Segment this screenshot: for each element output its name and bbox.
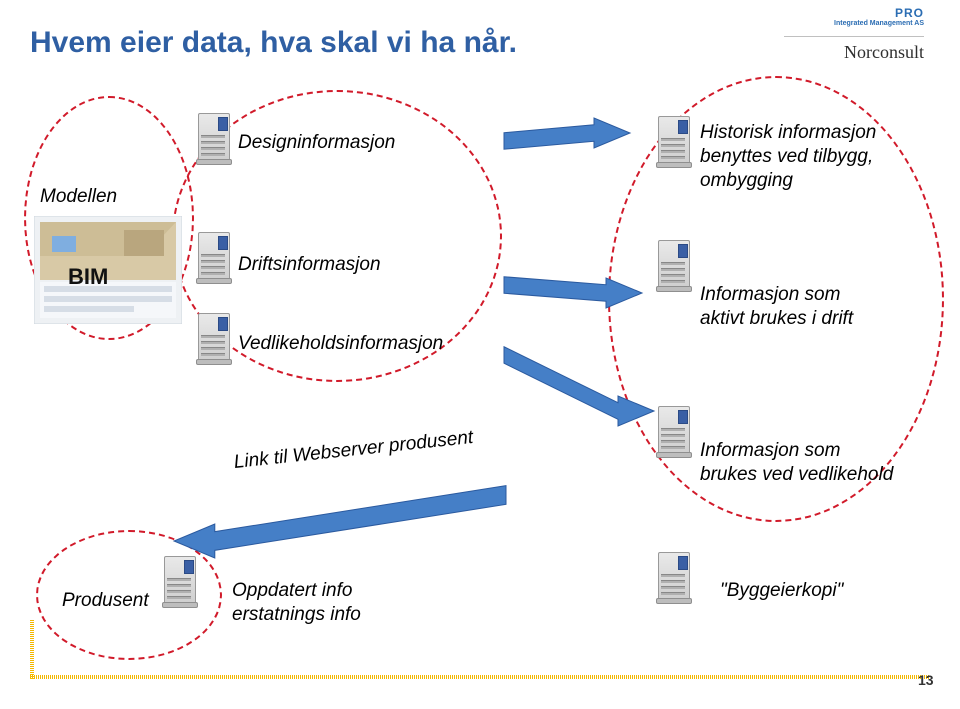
server-icon xyxy=(196,113,232,165)
label-driftsinformasjon: Driftsinformasjon xyxy=(238,254,381,277)
label-info-vedl-line2: brukes ved vedlikehold xyxy=(700,464,893,487)
label-vedlikeholdsinformasjon: Vedlikeholdsinformasjon xyxy=(238,333,443,356)
server-icon xyxy=(656,552,692,604)
label-oppdatert-line1: Oppdatert info xyxy=(232,580,352,603)
footer-stub xyxy=(30,619,34,679)
label-historisk-line1: Historisk informasjon xyxy=(700,122,876,145)
logo-separator xyxy=(784,36,924,37)
slide: PRO Integrated Management AS Norconsult … xyxy=(0,0,960,709)
arrow-right-icon xyxy=(466,88,674,194)
server-icon xyxy=(196,232,232,284)
label-modellen: Modellen xyxy=(40,186,117,209)
bim-text: BIM xyxy=(68,264,108,290)
label-info-drift-line2: aktivt brukes i drift xyxy=(700,308,853,331)
arrow-left-icon xyxy=(116,398,586,592)
page-number: 13 xyxy=(918,672,934,688)
page-title: Hvem eier data, hva skal vi ha når. xyxy=(30,26,517,60)
logo-pro-sub: Integrated Management AS xyxy=(834,20,924,27)
label-historisk-line3: ombygging xyxy=(700,170,793,193)
label-historisk-line2: benyttes ved tilbygg, xyxy=(700,146,873,169)
logo-norconsult: Norconsult xyxy=(844,42,924,63)
footer-bar xyxy=(30,675,930,679)
label-byggeierkopi: "Byggeierkopi" xyxy=(720,580,843,603)
label-info-vedl-line1: Informasjon som xyxy=(700,440,840,463)
label-produsent: Produsent xyxy=(62,590,149,613)
logo-pro: PRO xyxy=(895,6,924,20)
label-designinformasjon: Designinformasjon xyxy=(238,132,395,155)
label-oppdatert-line2: erstatnings info xyxy=(232,604,361,627)
server-icon xyxy=(196,313,232,365)
label-info-drift-line1: Informasjon som xyxy=(700,284,840,307)
